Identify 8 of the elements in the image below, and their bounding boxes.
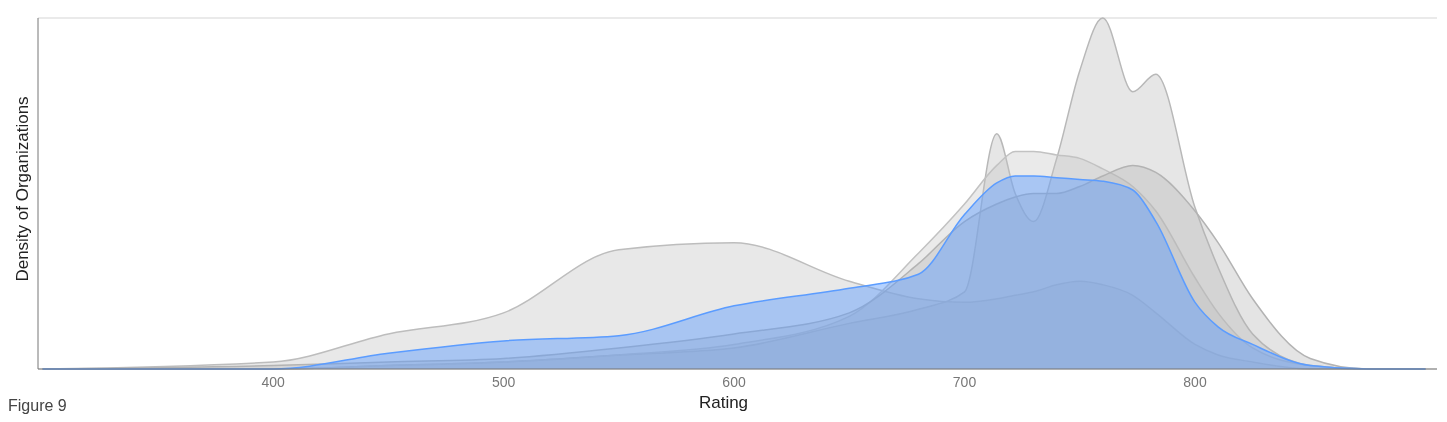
x-tick-label: 800 (1183, 373, 1207, 390)
x-tick-label: 700 (952, 373, 977, 390)
y-axis-title: Density of Organizations (13, 96, 33, 282)
x-axis-title: Rating (698, 393, 749, 412)
caption: Figure 9 (8, 397, 67, 415)
x-tick-label: 400 (261, 373, 285, 390)
x-tick-label: 600 (722, 373, 746, 390)
x-tick-label: 500 (491, 373, 516, 390)
